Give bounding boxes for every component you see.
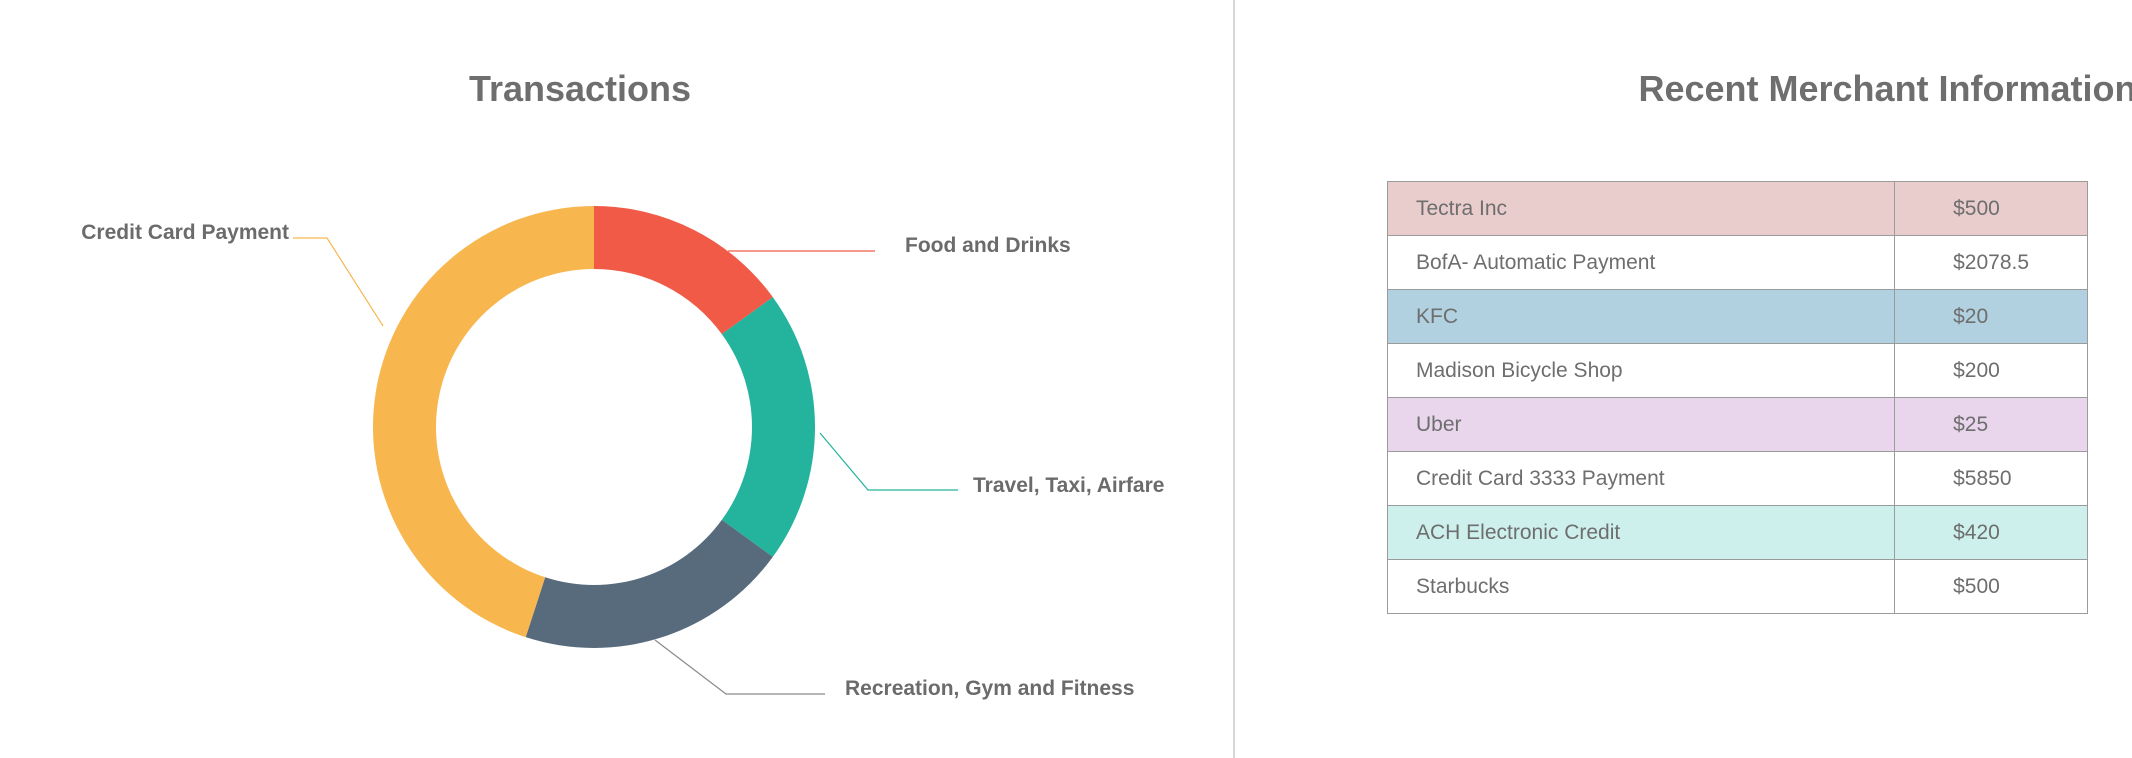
merchant-name: Credit Card 3333 Payment	[1386, 451, 1896, 506]
table-row: Tectra Inc $500	[1386, 181, 2088, 236]
merchant-amount: $2078.5	[1894, 235, 2088, 290]
donut-slice-3	[525, 519, 773, 648]
chart-title: Transactions	[468, 68, 692, 109]
merchant-amount: $500	[1894, 181, 2088, 236]
slice-label-3: Recreation, Gym and Fitness	[845, 677, 1134, 700]
leader-line-4	[293, 237, 384, 327]
merchant-name: Uber	[1386, 397, 1896, 452]
merchant-name: ACH Electronic Credit	[1386, 505, 1896, 560]
table-row: Uber $25	[1386, 397, 2088, 452]
merchant-name: Tectra Inc	[1386, 181, 1896, 236]
leader-line-2	[819, 432, 958, 491]
merchant-amount: $25	[1894, 397, 2088, 452]
merchant-amount: $5850	[1894, 451, 2088, 506]
panel-divider	[1233, 0, 1235, 758]
transactions-panel: Transactions Food and Drinks Travel, Taxi…	[81, 68, 1164, 700]
donut-chart: Food and Drinks Travel, Taxi, Airfare Recr…	[81, 206, 1164, 700]
slice-label-4: Credit Card Payment	[81, 221, 289, 244]
merchant-amount: $500	[1894, 559, 2088, 614]
merchant-table: Tectra Inc $500 BofA- Automatic Payment $20…	[1386, 181, 2088, 614]
slice-label-1: Food and Drinks	[905, 234, 1071, 257]
slice-label-2: Travel, Taxi, Airfare	[973, 474, 1164, 497]
table-row: Madison Bicycle Shop $200	[1386, 343, 2088, 398]
donut-slice-2	[721, 297, 816, 557]
table-row: KFC $20	[1386, 289, 2088, 344]
table-row: Starbucks $500	[1386, 559, 2088, 614]
leader-line-3	[654, 639, 825, 695]
merchant-amount: $20	[1894, 289, 2088, 344]
merchant-table-body: Tectra Inc $500 BofA- Automatic Payment $20…	[1386, 181, 2088, 614]
merchant-panel: Recent Merchant Information Tectra Inc $5…	[1235, 0, 2132, 758]
table-title: Recent Merchant Information	[1638, 68, 2132, 109]
table-row: ACH Electronic Credit $420	[1386, 505, 2088, 560]
merchant-amount: $420	[1894, 505, 2088, 560]
table-row: BofA- Automatic Payment $2078.5	[1386, 235, 2088, 290]
merchant-name: BofA- Automatic Payment	[1386, 235, 1896, 290]
table-row: Credit Card 3333 Payment $5850	[1386, 451, 2088, 506]
merchant-amount: $200	[1894, 343, 2088, 398]
merchant-name: Starbucks	[1386, 559, 1896, 614]
merchant-name: Madison Bicycle Shop	[1386, 343, 1896, 398]
donut-slice-1	[594, 206, 773, 335]
donut-slice-4	[373, 206, 594, 638]
merchant-name: KFC	[1386, 289, 1896, 344]
